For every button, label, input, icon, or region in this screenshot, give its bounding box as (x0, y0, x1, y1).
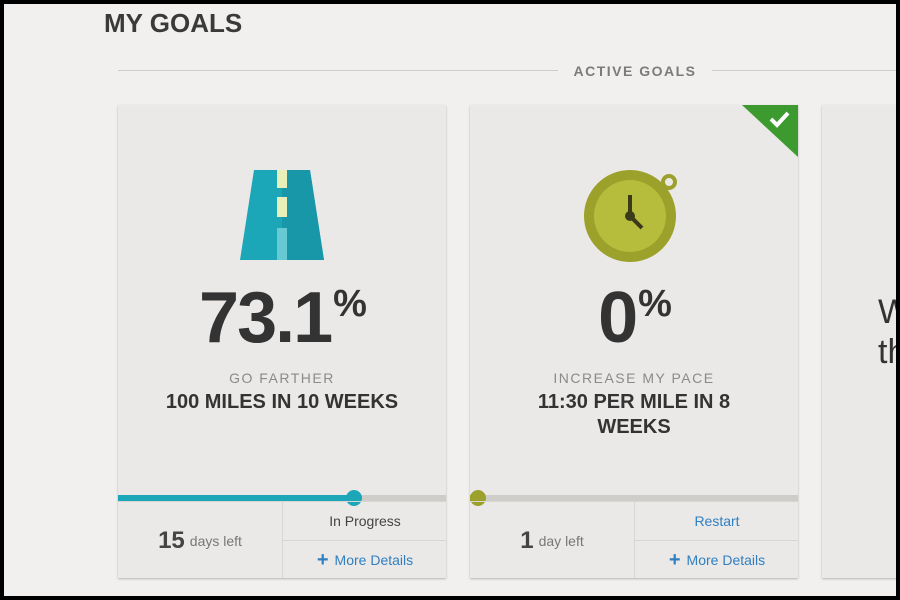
plus-icon: + (316, 548, 329, 571)
status: In Progress (282, 502, 446, 541)
percent: 0% (470, 277, 798, 359)
days-label: day left (538, 532, 584, 549)
section-title: ACTIVE GOALS (573, 63, 697, 79)
progress-track (470, 490, 798, 506)
days-number: 15 (158, 526, 185, 554)
partial-text: W (878, 293, 896, 332)
page-title: MY GOALS (104, 8, 243, 38)
card-footer: 1 day left Restart + More Details (470, 501, 798, 578)
percent-value: 0 (598, 278, 638, 358)
goal-text: 100 MILES IN 10 WEEKS (165, 391, 399, 413)
days-left: 15 days left (118, 502, 282, 578)
partial-card: W th (822, 105, 896, 578)
goal-icon (232, 170, 332, 270)
more-details[interactable]: + More Details (282, 541, 446, 578)
goal-text: 11:30 PER MILE IN 8 WEEKS (537, 391, 731, 438)
percent-sign: % (638, 283, 672, 325)
percent-value: 73.1 (199, 278, 333, 358)
card-footer: 15 days left In Progress + More Details (118, 501, 446, 578)
completed-badge (742, 105, 798, 157)
goal-icon (584, 170, 684, 270)
goal-category: GO FARTHER (229, 370, 335, 386)
details-label[interactable]: More Details (334, 552, 414, 568)
goal-category: INCREASE MY PACE (553, 370, 715, 386)
goal-card: 73.1% GO FARTHER 100 MILES IN 10 WEEKS 15 da… (118, 105, 446, 578)
progress-dot (470, 490, 486, 506)
percent-sign: % (333, 283, 367, 325)
days-left: 1 day left (470, 502, 634, 578)
status[interactable]: Restart (634, 502, 798, 541)
days-label: days left (189, 532, 242, 549)
goal-card: 0% INCREASE MY PACE 11:30 PER MILE IN 8 WE… (470, 105, 798, 578)
details-label[interactable]: More Details (686, 552, 766, 568)
days-number: 1 (520, 526, 534, 554)
progress-dot (346, 490, 363, 506)
more-details[interactable]: + More Details (634, 541, 798, 578)
progress-track (118, 490, 446, 506)
progress-fill (118, 495, 355, 501)
divider (712, 70, 896, 71)
partial-text: th (878, 333, 896, 371)
plus-icon: + (668, 548, 681, 571)
divider (118, 70, 558, 71)
percent: 73.1% (118, 277, 446, 359)
